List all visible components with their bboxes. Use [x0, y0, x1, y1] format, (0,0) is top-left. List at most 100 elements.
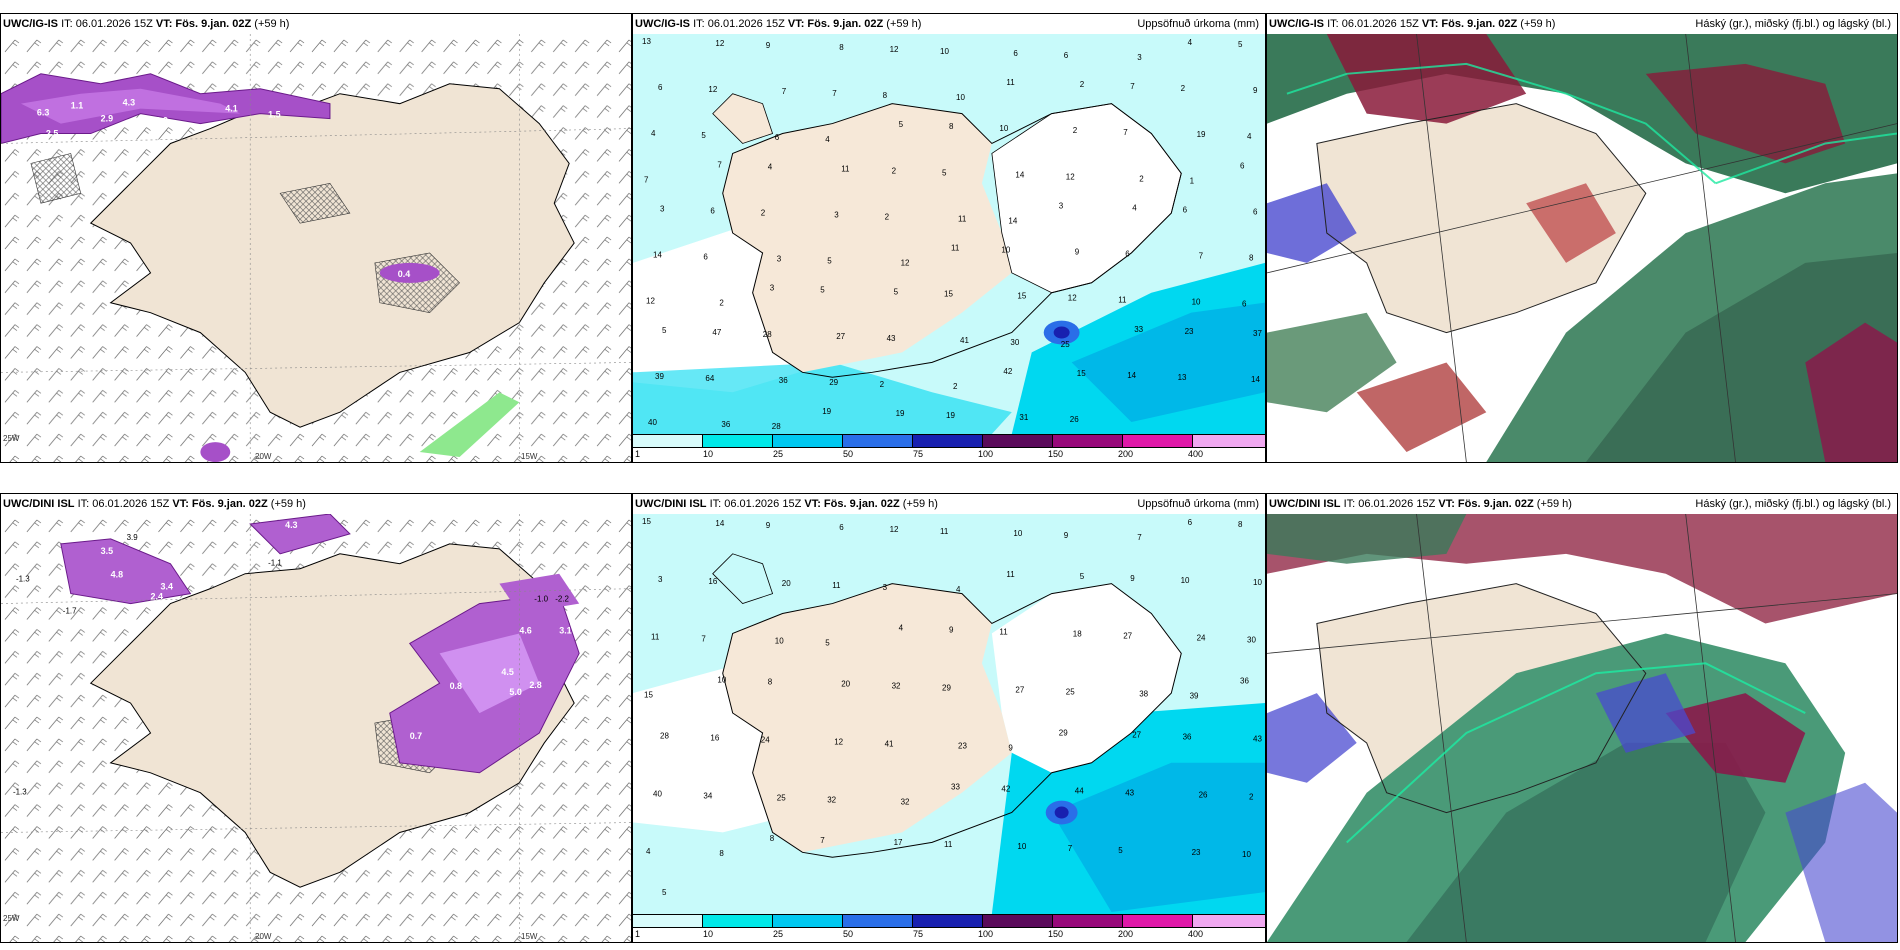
- precip-amount-label: 36: [1240, 677, 1249, 686]
- precip-amount-label: 7: [701, 635, 706, 644]
- precip-amount-label: 11: [940, 527, 949, 536]
- precip-amount-label: 8: [768, 678, 773, 687]
- valid-label: VT:: [172, 498, 189, 510]
- colorbar-label: 100: [978, 929, 994, 939]
- precip-amount-label: 7: [717, 160, 722, 169]
- precip-amount-label: 5: [1118, 846, 1123, 855]
- precip-amount-label: 12: [646, 297, 655, 306]
- colorbar-swatch: [1193, 914, 1265, 928]
- valid-label: VT:: [1421, 18, 1439, 30]
- isobar-label: 4.6: [519, 625, 531, 635]
- map-canvas[interactable]: [633, 34, 1265, 434]
- colorbar-swatch: [773, 434, 843, 448]
- precip-amount-label: 6: [1064, 51, 1069, 60]
- isobar-label: -2.2: [555, 595, 569, 604]
- isobar-label: 4.3: [123, 98, 135, 108]
- colorbar-swatch: [913, 434, 983, 448]
- precip-amount-label: 19: [946, 411, 955, 420]
- field-title: Uppsöfnuð úrkoma (mm): [1137, 498, 1259, 510]
- isobar-labels: 6.3 1.1 2.9 3.9 4.1 1.5 2.5 4.3 0.4: [37, 98, 410, 279]
- precip-amount-label: 43: [887, 334, 896, 343]
- map-canvas[interactable]: 4.3 3.9 3.5 4.8 3.4 2.4 -1.1 -1.3 -1.7 -…: [1, 514, 631, 942]
- precip-amount-label: 10: [717, 676, 726, 685]
- precip-amount-label: 14: [1251, 375, 1260, 384]
- precip-amount-label: 10: [940, 47, 949, 56]
- colorbar-swatch: [633, 914, 703, 928]
- colorbar-label: 25: [773, 929, 784, 939]
- isobar-label: -1.0: [534, 595, 548, 604]
- isobar-label: 3.1: [559, 625, 571, 635]
- panel-header: UWC/DINI ISL IT: 06.01.2026 15Z VT: Fös.…: [1, 494, 631, 514]
- precip-amount-label: 44: [1075, 786, 1084, 795]
- precip-amount-label: 6: [1240, 161, 1245, 170]
- isobar-label: 2.4: [151, 592, 163, 602]
- precip-amount-label: 36: [1183, 732, 1192, 741]
- precip-amount-label: 40: [653, 789, 662, 798]
- precip-amount-label: 8: [839, 43, 844, 52]
- iceland-land: [722, 583, 1012, 853]
- map-canvas[interactable]: 6.3 1.1 2.9 3.9 4.1 1.5 2.5 4.3 0.4: [1, 34, 631, 462]
- colorbar-swatch: [773, 914, 843, 928]
- precip-amount-label: 9: [1253, 86, 1258, 95]
- lead-time: (+59 h): [270, 498, 306, 510]
- precip-amount-label: 6: [1188, 518, 1193, 527]
- panel-ig-clouds: UWC/IG-IS IT: 06.01.2026 15Z VT: Fös. 9.…: [1266, 13, 1898, 463]
- precip-amount-label: 9: [766, 521, 771, 530]
- precip-amount-label: 3: [834, 210, 839, 219]
- precip-amount-label: 6: [658, 83, 663, 92]
- valid-label: VT:: [804, 498, 821, 510]
- precip-amount-label: 8: [770, 834, 775, 843]
- precip-amount-label: 6: [1253, 207, 1258, 216]
- map-canvas[interactable]: [1267, 514, 1897, 942]
- map-canvas[interactable]: [1267, 34, 1897, 462]
- precip-amount-label: 7: [1199, 252, 1204, 261]
- precip-amount-label: 33: [1134, 325, 1143, 334]
- precip-amount-label: 6: [1125, 250, 1130, 259]
- precip-amount-label: 5: [701, 131, 706, 140]
- panel-ig-precip: UWC/IG-IS IT: 06.01.2026 15Z VT: Fös. 9.…: [632, 13, 1266, 463]
- precip-amount-label: 3: [883, 583, 888, 592]
- precip-amount-label: 5: [899, 120, 904, 129]
- precip-amount-label: 41: [885, 739, 894, 748]
- precip-amount-label: 10: [1242, 850, 1251, 859]
- isobar-label: -1.3: [16, 575, 30, 584]
- precip-amount-label: 36: [721, 420, 730, 429]
- colorbar-label: 200: [1118, 449, 1134, 459]
- colorbar-label: 400: [1188, 449, 1204, 459]
- cloud-map: [1267, 34, 1897, 462]
- precip-amount-label: 32: [901, 797, 910, 806]
- precip-amount-label: 2: [953, 382, 958, 391]
- precip-amount-label: 5: [1080, 572, 1085, 581]
- isobar-label: 5.0: [509, 687, 521, 697]
- map-canvas[interactable]: [633, 514, 1265, 914]
- precip-amount-label: 7: [1068, 844, 1073, 853]
- precip-amount-label: 3: [777, 255, 782, 264]
- isobar-label: 4.3: [285, 520, 297, 530]
- precip-amount-label: 15: [642, 517, 651, 526]
- model-name: UWC/IG-IS: [635, 18, 690, 30]
- precip-amount-label: 42: [1001, 784, 1010, 793]
- precip-amount-label: 2: [892, 166, 897, 175]
- precip-amount-label: 10: [1013, 529, 1022, 538]
- precip-amount-label: 5: [1238, 40, 1243, 49]
- valid-time: Fös. 9.jan. 02Z: [191, 498, 268, 510]
- colorbar-swatch: [1193, 434, 1265, 448]
- precip-amount-label: 5: [662, 888, 667, 897]
- colorbar-swatch: [703, 434, 773, 448]
- colorbar-label: 10: [703, 929, 714, 939]
- valid-time: Fös. 9.jan. 02Z: [175, 18, 252, 30]
- precip-amount-label: 8: [719, 849, 724, 858]
- isobar-label: 3.9: [127, 533, 139, 542]
- colorbar: 1 10 25 50 75 100 150 200 400: [633, 434, 1265, 462]
- precip-amount-label: 6: [710, 206, 715, 215]
- colorbar-label: 75: [913, 449, 924, 459]
- lead-time: (+59 h): [1536, 498, 1572, 510]
- precip-amount-label: 2: [885, 212, 890, 221]
- axis-label-25w: 25W: [3, 914, 20, 923]
- precip-amount-label: 23: [1192, 848, 1201, 857]
- precip-amount-label: 43: [1253, 734, 1262, 743]
- precip-amount-label: 4: [651, 129, 656, 138]
- precip-amount-label: 10: [999, 124, 1008, 133]
- precip-amount-label: 8: [949, 122, 954, 131]
